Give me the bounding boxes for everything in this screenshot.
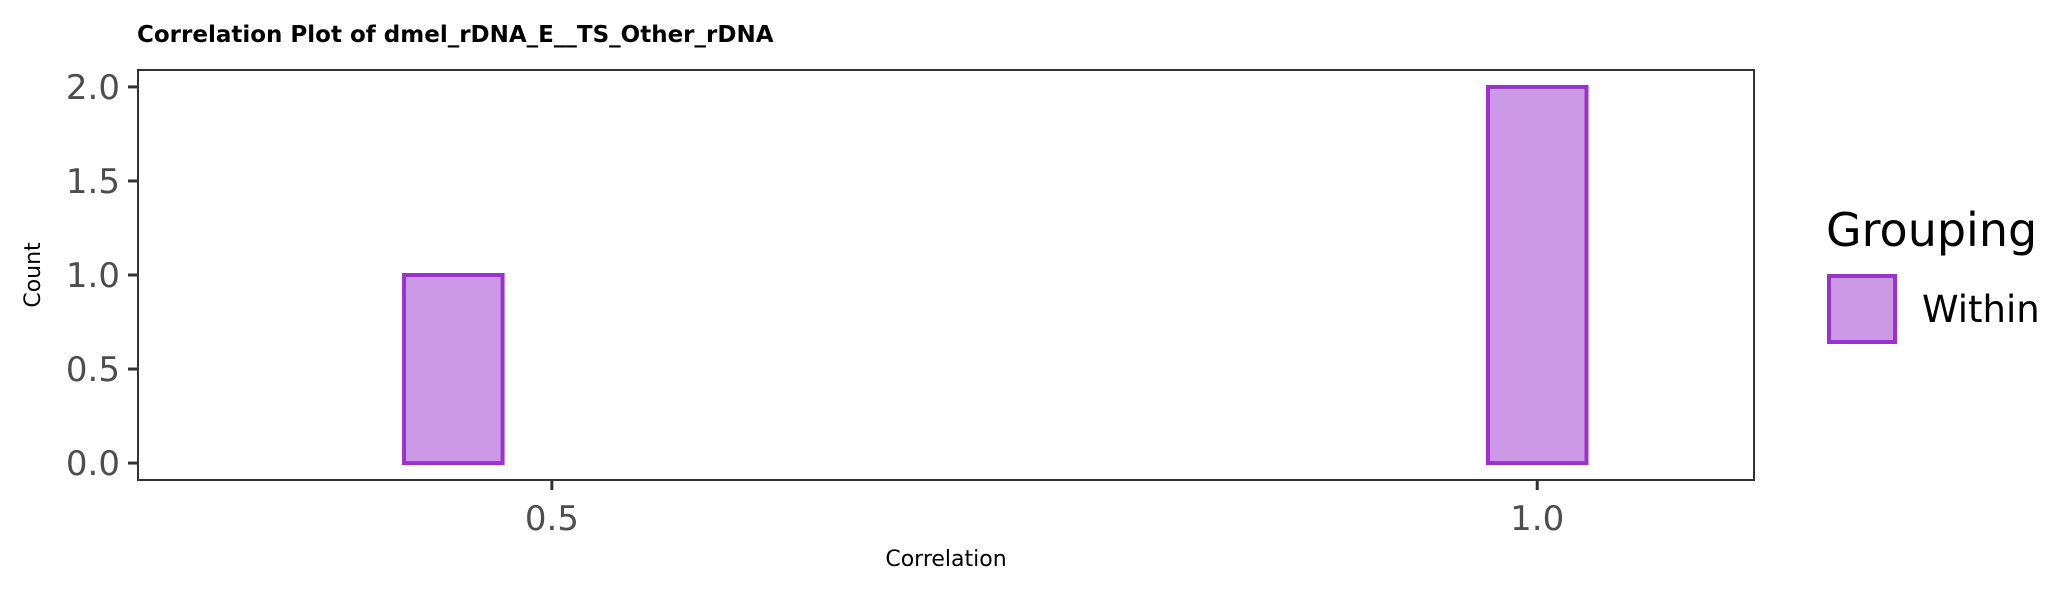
x-tick-label: 1.0 — [1510, 499, 1564, 539]
histogram-bars — [402, 84, 1589, 466]
legend-title: Grouping — [1826, 203, 2037, 257]
x-axis: 0.5 1.0 — [525, 480, 1564, 539]
y-tick-label: 1.0 — [66, 256, 120, 296]
y-tick-label: 2.0 — [66, 68, 120, 108]
y-axis: 0.0 0.5 1.0 1.5 2.0 — [66, 68, 138, 484]
y-tick-label: 0.5 — [66, 350, 120, 390]
y-axis-title: Count — [21, 242, 46, 308]
legend: Grouping Within — [1826, 203, 2040, 344]
y-tick-label: 1.5 — [66, 162, 120, 202]
legend-label-within: Within — [1922, 288, 2040, 331]
histogram-bar-11 — [1485, 84, 1589, 466]
x-tick-label: 0.5 — [525, 499, 579, 539]
y-tick-label: 0.0 — [66, 444, 120, 484]
histogram-bar-0 — [402, 273, 505, 466]
legend-swatch-within — [1827, 274, 1897, 344]
chart-title: Correlation Plot of dmel_rDNA_E__TS_Othe… — [137, 22, 774, 48]
x-axis-title: Correlation — [885, 547, 1006, 572]
